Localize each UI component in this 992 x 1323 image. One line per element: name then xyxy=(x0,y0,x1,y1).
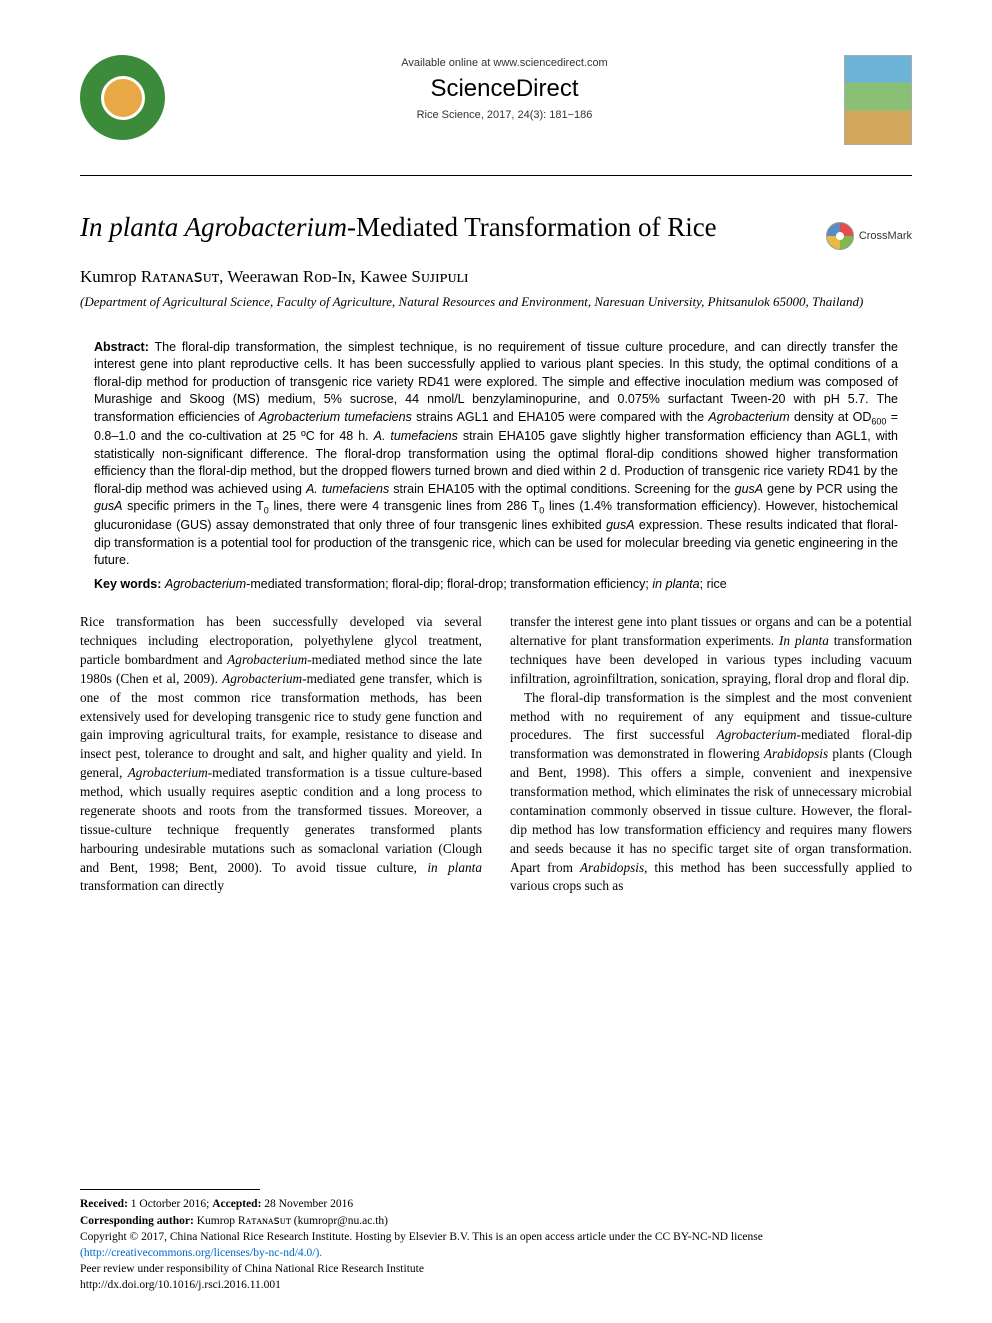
body-column-left: Rice transformation has been successfull… xyxy=(80,613,482,896)
corresponding-author-line: Corresponding author: Kumrop Rᴀᴛᴀɴᴀꜱᴜᴛ (… xyxy=(80,1213,912,1229)
keywords-label: Key words: xyxy=(94,577,161,591)
page-footer: Received: 1 Octorber 2016; Accepted: 28 … xyxy=(80,1189,912,1293)
footer-divider xyxy=(80,1189,260,1190)
author-list: Kumrop Rᴀᴛᴀɴᴀꜱᴜᴛ, Weerawan Rᴏᴅ-Iɴ, Kawee… xyxy=(80,267,912,287)
journal-citation: Rice Science, 2017, 24(3): 181−186 xyxy=(165,109,844,121)
sciencedirect-brand: ScienceDirect xyxy=(165,75,844,103)
abstract-block: Abstract: The floral-dip transformation,… xyxy=(80,339,912,570)
title-rest: -Mediated Transformation of Rice xyxy=(347,212,717,242)
copyright-line: Copyright © 2017, China National Rice Re… xyxy=(80,1229,912,1261)
article-title: In planta Agrobacterium-Mediated Transfo… xyxy=(80,211,912,243)
title-italic-part: In planta Agrobacterium xyxy=(80,212,347,242)
abstract-label: Abstract: xyxy=(94,340,149,354)
body-paragraph: Rice transformation has been successfull… xyxy=(80,613,482,896)
body-paragraph: The floral-dip transformation is the sim… xyxy=(510,689,912,897)
body-paragraph: transfer the interest gene into plant ti… xyxy=(510,613,912,689)
corresponding-value: Kumrop Rᴀᴛᴀɴᴀꜱᴜᴛ (kumropr@nu.ac.th) xyxy=(194,1215,388,1227)
accepted-label: Accepted: xyxy=(212,1198,261,1210)
received-label: Received: xyxy=(80,1198,128,1210)
abstract-text: The floral-dip transformation, the simpl… xyxy=(94,340,898,567)
header-center: Available online at www.sciencedirect.co… xyxy=(165,55,844,121)
doi-line: http://dx.doi.org/10.1016/j.rsci.2016.11… xyxy=(80,1277,912,1293)
journal-logo-icon xyxy=(80,55,165,140)
keywords-block: Key words: Agrobacterium-mediated transf… xyxy=(80,576,912,594)
header-divider xyxy=(80,175,912,176)
corresponding-label: Corresponding author: xyxy=(80,1215,194,1227)
affiliation: (Department of Agricultural Science, Fac… xyxy=(80,293,912,311)
received-accepted-line: Received: 1 Octorber 2016; Accepted: 28 … xyxy=(80,1196,912,1212)
accepted-value: 28 November 2016 xyxy=(261,1198,353,1210)
page-header: Available online at www.sciencedirect.co… xyxy=(80,55,912,145)
copyright-text: Copyright © 2017, China National Rice Re… xyxy=(80,1231,763,1243)
available-online-text: Available online at www.sciencedirect.co… xyxy=(165,57,844,69)
received-value: 1 Octorber 2016; xyxy=(128,1198,212,1210)
crossmark-icon xyxy=(826,222,854,250)
crossmark-badge[interactable]: CrossMark xyxy=(826,222,912,250)
license-link[interactable]: (http://creativecommons.org/licenses/by-… xyxy=(80,1247,322,1259)
keywords-text: Agrobacterium-mediated transformation; f… xyxy=(161,577,726,591)
body-columns: Rice transformation has been successfull… xyxy=(80,613,912,896)
crossmark-label: CrossMark xyxy=(859,230,912,242)
journal-cover-thumbnail xyxy=(844,55,912,145)
peer-review-line: Peer review under responsibility of Chin… xyxy=(80,1261,912,1277)
body-column-right: transfer the interest gene into plant ti… xyxy=(510,613,912,896)
